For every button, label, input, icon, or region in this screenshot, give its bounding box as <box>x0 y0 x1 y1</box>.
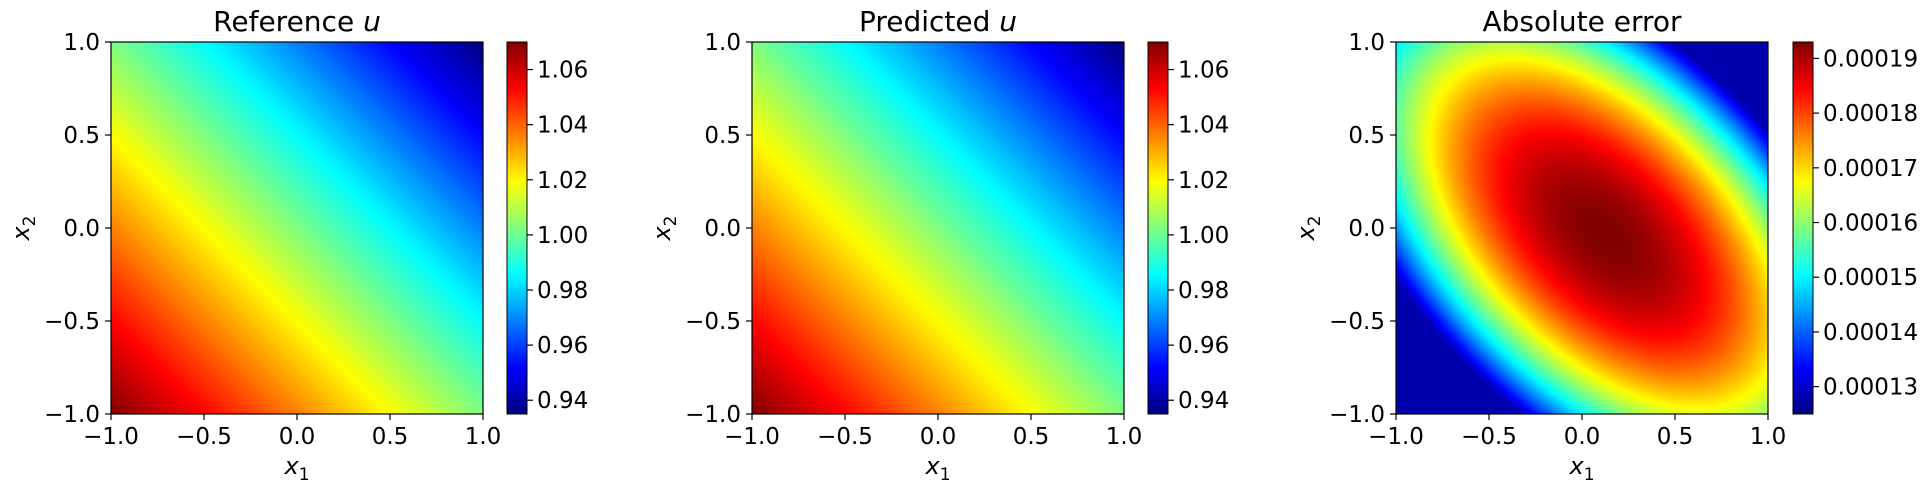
x-tick-label: 0.5 <box>1657 424 1694 450</box>
y-axis-label: x2 <box>1292 215 1325 241</box>
colorbar-tick-label: 0.96 <box>1178 333 1229 359</box>
colorbar-tick-label: 0.00016 <box>1823 211 1918 237</box>
colorbar-tick-label: 0.98 <box>1178 278 1229 304</box>
colorbar-tick-label: 1.02 <box>1178 168 1229 194</box>
y-tick-label: 0.0 <box>1348 216 1385 242</box>
x-axis-label: x1 <box>283 452 309 485</box>
chart-title: Reference u <box>213 5 381 38</box>
colorbar <box>506 41 528 415</box>
x-tick-label: 0.5 <box>1013 424 1050 450</box>
x-tick-label: 0.0 <box>1564 424 1601 450</box>
y-tick-label: 0.5 <box>63 123 100 149</box>
colorbar-tick-label: 0.00018 <box>1823 101 1918 127</box>
y-axis-label: x2 <box>7 215 40 241</box>
colorbar <box>1147 41 1169 415</box>
colorbar-tick-label: 0.98 <box>537 278 588 304</box>
x-tick-label: 0.0 <box>920 424 957 450</box>
y-tick-label: −1.0 <box>685 402 741 428</box>
chart-title: Absolute error <box>1482 5 1682 38</box>
colorbar-tick-label: 0.00015 <box>1823 265 1918 291</box>
y-tick-label: 0.0 <box>63 216 100 242</box>
colorbar-tick-label: 0.96 <box>537 333 588 359</box>
y-tick-label: 0.5 <box>704 123 741 149</box>
y-tick-label: −1.0 <box>44 402 100 428</box>
x-tick-label: −0.5 <box>1461 424 1517 450</box>
x-tick-label: −1.0 <box>1368 424 1424 450</box>
heatmap-image <box>1396 42 1768 414</box>
y-axis-label: x2 <box>648 215 681 241</box>
chart-title: Predicted u <box>859 5 1017 38</box>
colorbar-tick-label: 0.94 <box>1178 388 1229 414</box>
y-tick-label: −1.0 <box>1329 402 1385 428</box>
x-axis-label: x1 <box>1568 452 1594 485</box>
x-tick-label: 0.0 <box>279 424 316 450</box>
colorbar-tick-label: 0.00017 <box>1823 156 1918 182</box>
subplot-1: Reference u −1.0 −0.5 0.0 0.5 1.0 −1.0 −0.5 0.0 0… <box>7 5 588 485</box>
y-tick-label: 0.0 <box>704 216 741 242</box>
x-tick-label: −1.0 <box>83 424 139 450</box>
y-tick-label: −0.5 <box>1329 309 1385 335</box>
y-tick-label: −0.5 <box>44 309 100 335</box>
y-tick-label: 1.0 <box>704 30 741 56</box>
colorbar-tick-label: 1.06 <box>537 58 588 84</box>
heatmap-image <box>752 42 1124 414</box>
y-tick-label: 1.0 <box>1348 30 1385 56</box>
colorbar-tick-label: 0.94 <box>537 388 588 414</box>
colorbar-tick-label: 1.00 <box>537 223 588 249</box>
x-tick-label: 1.0 <box>465 424 502 450</box>
subplot-2: Predicted u −1.0 −0.5 0.0 0.5 1.0 −1.0 −0.5 0.0 0… <box>648 5 1229 485</box>
x-tick-label: −0.5 <box>176 424 232 450</box>
colorbar-tick-label: 0.00013 <box>1823 375 1918 401</box>
colorbar-tick-label: 0.00019 <box>1823 46 1918 72</box>
colorbar-tick-label: 1.02 <box>537 168 588 194</box>
x-axis-label: x1 <box>924 452 950 485</box>
subplot-3: Absolute error −1.0 −0.5 0.0 0.5 1.0 −1.0 −0.5 0… <box>1292 5 1918 485</box>
x-tick-label: 0.5 <box>372 424 409 450</box>
colorbar-tick-label: 1.04 <box>537 113 588 139</box>
x-tick-label: −1.0 <box>724 424 780 450</box>
colorbar-tick-label: 1.04 <box>1178 113 1229 139</box>
colorbar <box>1792 41 1814 415</box>
y-tick-label: −0.5 <box>685 309 741 335</box>
x-tick-label: 1.0 <box>1750 424 1787 450</box>
colorbar-tick-label: 1.00 <box>1178 223 1229 249</box>
y-tick-label: 0.5 <box>1348 123 1385 149</box>
colorbar-tick-label: 1.06 <box>1178 58 1229 84</box>
colorbar-tick-label: 0.00014 <box>1823 320 1918 346</box>
y-tick-label: 1.0 <box>63 30 100 56</box>
heatmap-image <box>111 42 483 414</box>
x-tick-label: −0.5 <box>817 424 873 450</box>
x-tick-label: 1.0 <box>1106 424 1143 450</box>
